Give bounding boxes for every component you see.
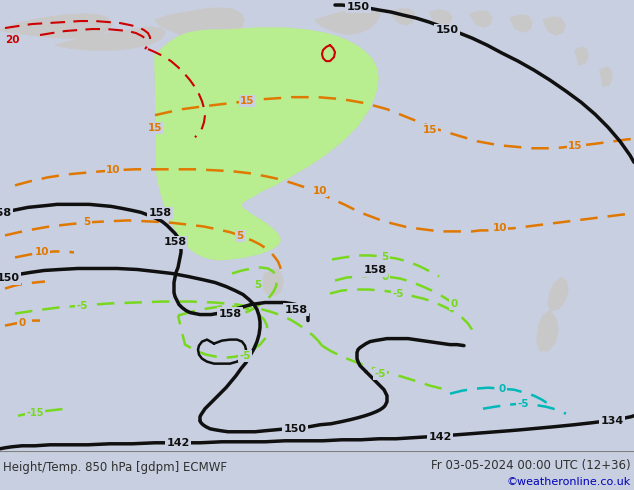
Polygon shape (575, 47, 588, 65)
Text: 10: 10 (313, 186, 327, 196)
Text: 158: 158 (285, 305, 307, 315)
Text: -5: -5 (392, 289, 404, 298)
Text: 15: 15 (568, 141, 582, 151)
Polygon shape (315, 8, 380, 34)
Polygon shape (510, 15, 532, 32)
Text: 150: 150 (283, 424, 306, 434)
Text: 15: 15 (148, 123, 162, 133)
Text: 150: 150 (0, 273, 20, 284)
Polygon shape (470, 11, 492, 27)
Text: 10: 10 (493, 223, 507, 233)
Text: -5: -5 (76, 300, 87, 311)
Text: Fr 03-05-2024 00:00 UTC (12+36): Fr 03-05-2024 00:00 UTC (12+36) (431, 460, 631, 472)
Text: -5: -5 (374, 368, 385, 379)
Text: 5: 5 (236, 231, 243, 242)
Polygon shape (0, 0, 634, 451)
Text: 134: 134 (600, 416, 624, 426)
Text: ©weatheronline.co.uk: ©weatheronline.co.uk (507, 477, 631, 487)
Polygon shape (430, 10, 452, 25)
Text: -5: -5 (239, 351, 251, 361)
Text: 150: 150 (347, 2, 370, 12)
Text: -5: -5 (517, 399, 529, 409)
Text: 158: 158 (0, 208, 11, 219)
Text: 158: 158 (219, 309, 242, 318)
Text: 5: 5 (382, 252, 389, 263)
Text: 0: 0 (498, 384, 506, 393)
Text: 20: 20 (4, 35, 19, 45)
Text: 0: 0 (18, 318, 25, 328)
Polygon shape (262, 269, 283, 295)
Polygon shape (155, 28, 378, 260)
Text: 0: 0 (450, 298, 458, 309)
Text: 15: 15 (423, 125, 437, 135)
Text: -15: -15 (26, 408, 44, 418)
Text: 158: 158 (164, 238, 186, 247)
Text: 15: 15 (240, 96, 254, 106)
Polygon shape (537, 311, 558, 351)
Polygon shape (543, 17, 565, 35)
Text: 158: 158 (148, 208, 172, 219)
Polygon shape (155, 8, 244, 38)
Polygon shape (390, 9, 415, 25)
Polygon shape (600, 67, 612, 86)
Text: 142: 142 (166, 438, 190, 448)
Text: 10: 10 (35, 247, 49, 257)
Polygon shape (55, 27, 165, 50)
Text: Height/Temp. 850 hPa [gdpm] ECMWF: Height/Temp. 850 hPa [gdpm] ECMWF (3, 462, 227, 474)
Text: 5: 5 (84, 218, 91, 227)
Text: 10: 10 (106, 165, 120, 175)
Text: 158: 158 (363, 266, 387, 275)
Text: 142: 142 (429, 432, 451, 442)
Polygon shape (155, 28, 378, 260)
Text: 0: 0 (382, 272, 389, 283)
Text: 5: 5 (254, 279, 262, 290)
Text: 150: 150 (436, 25, 458, 35)
Polygon shape (0, 14, 112, 38)
Polygon shape (548, 277, 568, 311)
